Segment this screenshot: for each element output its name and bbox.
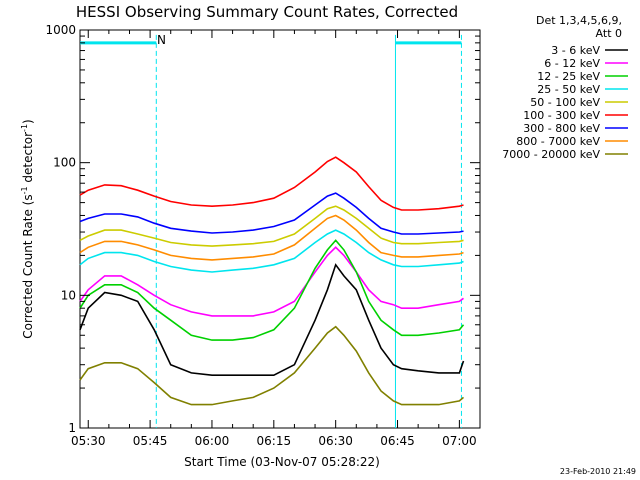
legend-label-7: 800 - 7000 keV xyxy=(516,135,600,148)
plot-area: 1 10 100 1000 05:30 05:45 06:00 06:15 06:30 06:4… xyxy=(45,23,481,448)
legend-label-2: 12 - 25 keV xyxy=(537,70,600,83)
timestamp: 23-Feb-2010 21:49 xyxy=(560,467,636,476)
series-line-7 xyxy=(79,214,464,261)
legend-header-line-2: Att 0 xyxy=(596,27,622,40)
series-line-4 xyxy=(79,205,464,247)
y-axis-label: Corrected Count Rate (s-1 detector-1) xyxy=(20,119,35,338)
x-axis-ticks: 05:30 05:45 06:00 06:15 06:30 06:45 07:00 xyxy=(71,30,481,448)
y-axis-ticks: 1 10 100 1000 xyxy=(45,23,480,435)
y-tick-label-1: 1 xyxy=(68,421,76,435)
legend-label-3: 25 - 50 keV xyxy=(537,83,600,96)
plot-frame xyxy=(79,29,481,429)
legend-label-1: 6 - 12 keV xyxy=(544,57,600,70)
series-line-0 xyxy=(79,263,465,377)
chart-title: HESSI Observing Summary Count Rates, Cor… xyxy=(76,3,458,21)
x-tick-label-07:00: 07:00 xyxy=(442,434,477,448)
x-tick-label-06:15: 06:15 xyxy=(257,434,292,448)
legend-header-line-1: Det 1,3,4,5,6,9, xyxy=(536,14,622,27)
series-line-8 xyxy=(79,325,465,406)
legend-label-0: 3 - 6 keV xyxy=(551,44,600,57)
series-line-2 xyxy=(79,239,465,341)
y-tick-label-10: 10 xyxy=(61,288,76,302)
y-tick-label-1000: 1000 xyxy=(45,23,76,37)
x-tick-label-06:30: 06:30 xyxy=(318,434,353,448)
x-tick-label-05:30: 05:30 xyxy=(71,434,106,448)
series-line-6 xyxy=(79,192,464,235)
series-line-5 xyxy=(79,156,464,211)
y-tick-label-100: 100 xyxy=(53,156,76,170)
x-tick-label-06:00: 06:00 xyxy=(195,434,230,448)
legend-label-4: 50 - 100 keV xyxy=(530,96,600,109)
series-lines xyxy=(79,156,465,406)
flag-label-n: N xyxy=(157,33,166,47)
series-line-3 xyxy=(79,229,464,273)
x-tick-label-05:45: 05:45 xyxy=(133,434,168,448)
legend-label-8: 7000 - 20000 keV xyxy=(502,148,600,161)
x-tick-label-06:45: 06:45 xyxy=(380,434,415,448)
legend-label-5: 100 - 300 keV xyxy=(523,109,600,122)
x-axis-label: Start Time (03-Nov-07 05:28:22) xyxy=(184,455,380,469)
legend-label-6: 300 - 800 keV xyxy=(523,122,600,135)
